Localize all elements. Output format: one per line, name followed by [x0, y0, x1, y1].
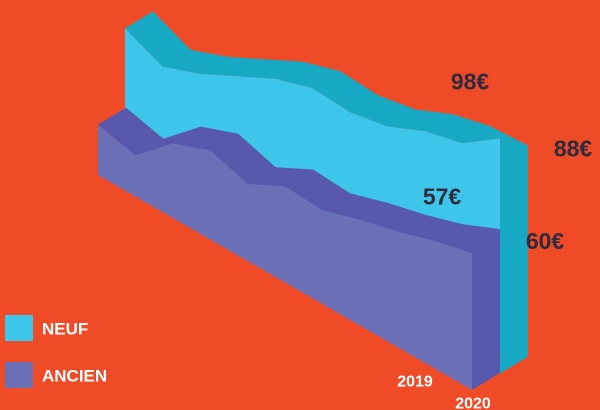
value-label: 88€ [554, 136, 593, 162]
side-face [500, 138, 528, 374]
legend-label: NEUF [42, 319, 88, 338]
legend-label: ANCIEN [42, 366, 107, 385]
top-face [98, 107, 500, 254]
side-face [472, 229, 500, 390]
legend-swatch [5, 315, 33, 341]
legend-swatch [5, 362, 33, 388]
value-label: 57€ [423, 183, 462, 209]
x-tick-label: 2020 [455, 395, 491, 410]
front-face [98, 124, 472, 390]
value-label: 98€ [451, 69, 490, 95]
x-tick-label: 2019 [397, 373, 433, 390]
top-face [125, 11, 528, 146]
value-label: 60€ [526, 228, 565, 254]
